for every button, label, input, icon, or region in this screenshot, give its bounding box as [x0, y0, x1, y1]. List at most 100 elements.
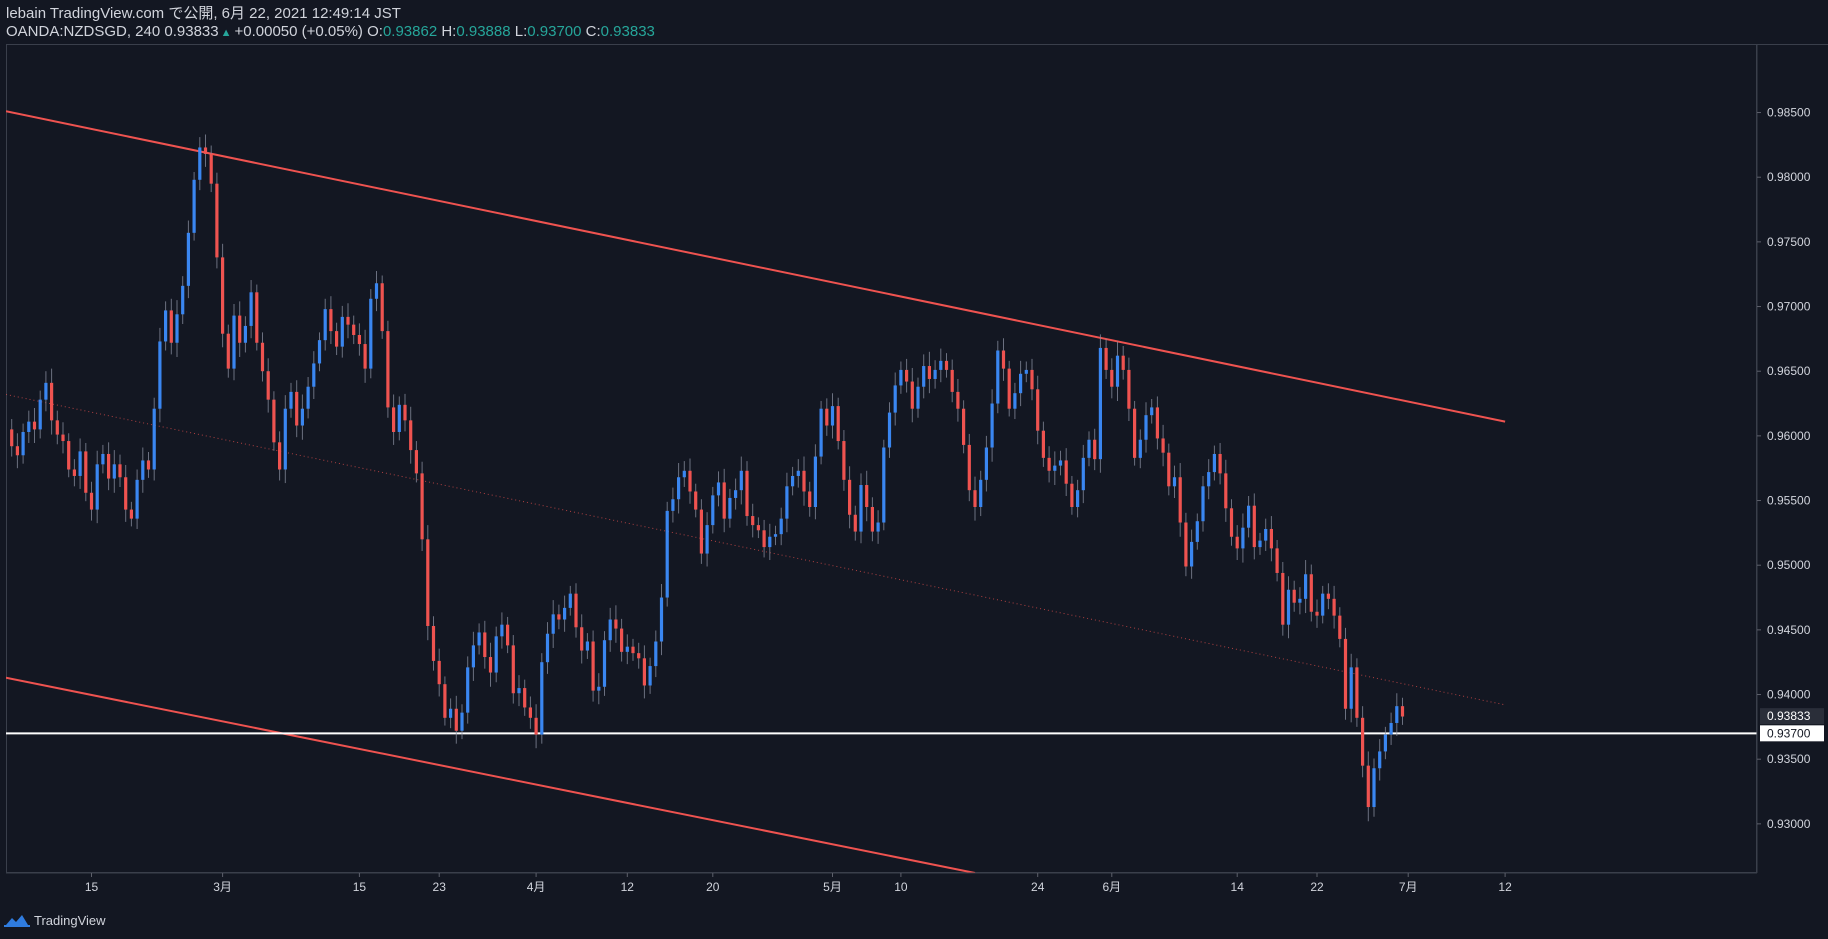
open-label: O: — [367, 23, 383, 40]
candle-body — [819, 408, 823, 457]
high-value: 0.93888 — [456, 23, 511, 40]
candle-body — [61, 434, 65, 442]
candle-body — [813, 456, 817, 507]
ohlc-row: OANDA:NZDSGD, 240 0.93833 ▲ +0.00050 (+0.0… — [6, 23, 655, 42]
candle-body — [568, 593, 572, 608]
candle-body — [648, 666, 652, 686]
high-label: H: — [441, 23, 457, 40]
candle-body — [1167, 452, 1171, 487]
price-tick-label: 0.95000 — [1767, 558, 1811, 572]
candle-body — [146, 460, 151, 470]
candle-body — [910, 381, 914, 409]
candle-body — [796, 470, 800, 476]
candle-body — [10, 429, 14, 447]
candle-body — [916, 386, 920, 409]
candle-body — [944, 360, 949, 370]
support-price-label: 0.93700 — [1767, 726, 1811, 740]
candle-body — [1326, 593, 1330, 599]
candle-body — [141, 460, 145, 480]
candle-body — [466, 667, 470, 713]
candle-body — [1286, 589, 1291, 625]
candle-body — [893, 385, 897, 413]
candle-body — [221, 257, 225, 334]
candle-body — [722, 482, 726, 519]
candle-body — [865, 485, 869, 507]
publish-info: lebain TradingView.com で公開, 6月 22, 2021 … — [6, 5, 401, 22]
candle-body — [950, 369, 954, 392]
candle-body — [414, 450, 418, 474]
price-tick-label: 0.97500 — [1767, 235, 1811, 249]
time-tick-label: 22 — [1310, 880, 1324, 894]
candle-body — [44, 382, 48, 400]
candle-body — [973, 490, 977, 507]
candle-body — [488, 657, 493, 673]
candle-body — [203, 147, 208, 154]
candle-body — [1110, 369, 1114, 387]
footer: TradingView — [4, 911, 106, 929]
brand-name[interactable]: TradingView — [34, 912, 106, 928]
candle-body — [1058, 460, 1063, 466]
candle-body — [1235, 536, 1239, 549]
candle-body — [1064, 460, 1068, 484]
candle-body — [1104, 347, 1108, 370]
time-tick-label: 20 — [706, 880, 720, 894]
candle-body — [323, 309, 327, 341]
candle-body — [734, 490, 738, 498]
candle-body — [1378, 751, 1382, 769]
candle-body — [1338, 615, 1342, 639]
candle-body — [255, 292, 259, 343]
time-tick-label: 12 — [621, 880, 635, 894]
candle-body — [939, 360, 943, 370]
candle-body — [112, 464, 116, 479]
candle-body — [437, 660, 441, 685]
candle-body — [243, 325, 247, 343]
candle-body — [1013, 393, 1017, 409]
price-tick-label: 0.96000 — [1767, 429, 1811, 443]
candle-body — [545, 633, 550, 663]
candle-body — [1087, 439, 1091, 458]
time-tick-label: 5月 — [823, 880, 842, 894]
candle-body — [152, 408, 156, 470]
candle-body — [15, 446, 19, 456]
time-tick-label: 24 — [1031, 880, 1045, 894]
time-tick-label: 15 — [353, 880, 367, 894]
candle-body — [260, 342, 265, 372]
plot-area — [6, 110, 1757, 873]
candle-body — [266, 371, 270, 400]
candle-body — [95, 464, 99, 510]
candle-body — [517, 688, 521, 694]
price-tick-label: 0.98000 — [1767, 170, 1811, 184]
candle-body — [107, 453, 111, 479]
price-tick-label: 0.94000 — [1767, 688, 1811, 702]
candle-body — [574, 593, 578, 628]
candle-body — [186, 232, 190, 286]
candle-body — [773, 534, 778, 537]
candle-body — [1361, 717, 1365, 766]
candle-body — [426, 539, 430, 626]
candle-body — [534, 717, 538, 735]
candle-body — [431, 625, 436, 661]
candle-body — [369, 298, 373, 369]
candle-body — [1098, 347, 1102, 460]
price-tick-label: 0.94500 — [1767, 623, 1811, 637]
candle-body — [625, 646, 629, 652]
candle-body — [124, 477, 128, 510]
candle-body — [614, 619, 618, 629]
candle-body — [158, 341, 162, 409]
candle-body — [642, 658, 646, 686]
candle-body — [637, 653, 641, 659]
candle-body — [785, 486, 789, 519]
candle-body — [209, 153, 213, 184]
symbol-info[interactable]: OANDA:NZDSGD, 240 0.93833 — [6, 23, 219, 40]
candle-body — [1155, 407, 1159, 439]
candle-body — [1229, 508, 1234, 537]
price-axis[interactable] — [1757, 44, 1828, 873]
candle-body — [272, 399, 276, 443]
candle-body — [887, 412, 892, 448]
candle-body — [27, 421, 31, 432]
price-change: +0.00050 (+0.05%) — [234, 23, 363, 40]
candle-body — [1190, 541, 1194, 567]
candle-body — [768, 536, 772, 548]
candle-body — [1150, 407, 1154, 416]
